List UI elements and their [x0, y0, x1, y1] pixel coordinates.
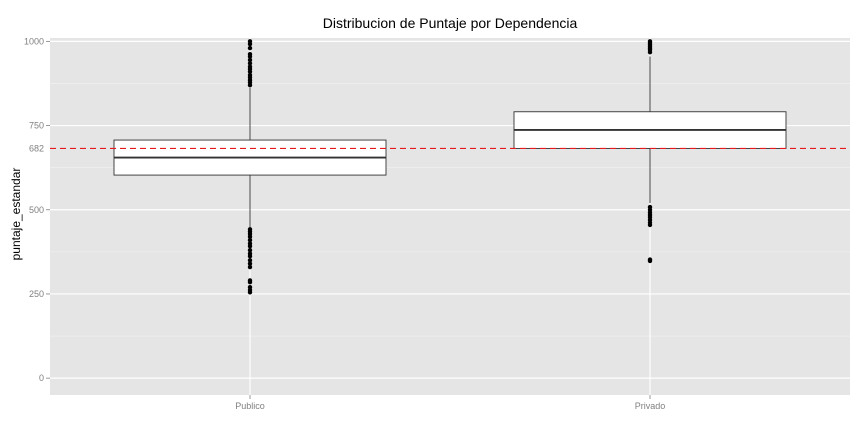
y-tick-label: 0	[39, 373, 44, 383]
y-tick-label: 250	[29, 289, 44, 299]
outlier-point	[247, 237, 253, 243]
outlier-point	[247, 247, 253, 253]
outlier-point	[247, 278, 253, 283]
x-tick-label: Publico	[235, 401, 265, 411]
outlier-point	[247, 57, 253, 63]
reference-line-tick-label: 682	[29, 143, 44, 153]
outlier-point	[247, 241, 253, 246]
y-axis-ticks: 0 250 500 750 1000 682	[24, 36, 50, 383]
boxes	[113, 39, 787, 295]
outlier-point	[247, 258, 253, 263]
outlier-point	[247, 261, 253, 266]
outlier-point	[247, 61, 253, 66]
outlier-point	[247, 251, 253, 256]
outlier-point	[247, 51, 253, 57]
outlier-point	[247, 72, 253, 78]
y-tick-label: 1000	[24, 36, 44, 46]
y-tick-label: 500	[29, 205, 44, 215]
outlier-point	[247, 64, 253, 69]
outlier-point	[647, 39, 653, 44]
y-tick-label: 750	[29, 121, 44, 131]
plot-panel	[50, 38, 850, 395]
outlier-point	[647, 257, 653, 262]
chart-title: Distribucion de Puntaje por Dependencia	[323, 15, 578, 31]
outlier-point	[247, 285, 253, 290]
y-axis-label: puntaje_estandar	[9, 168, 23, 261]
outlier-point	[247, 45, 253, 51]
x-tick-label: Privado	[635, 401, 666, 411]
outlier-point	[647, 204, 653, 210]
x-axis-ticks: Publico Privado	[235, 395, 665, 411]
outlier-point	[247, 39, 253, 44]
outlier-point	[247, 227, 253, 232]
outlier-point	[247, 264, 253, 270]
